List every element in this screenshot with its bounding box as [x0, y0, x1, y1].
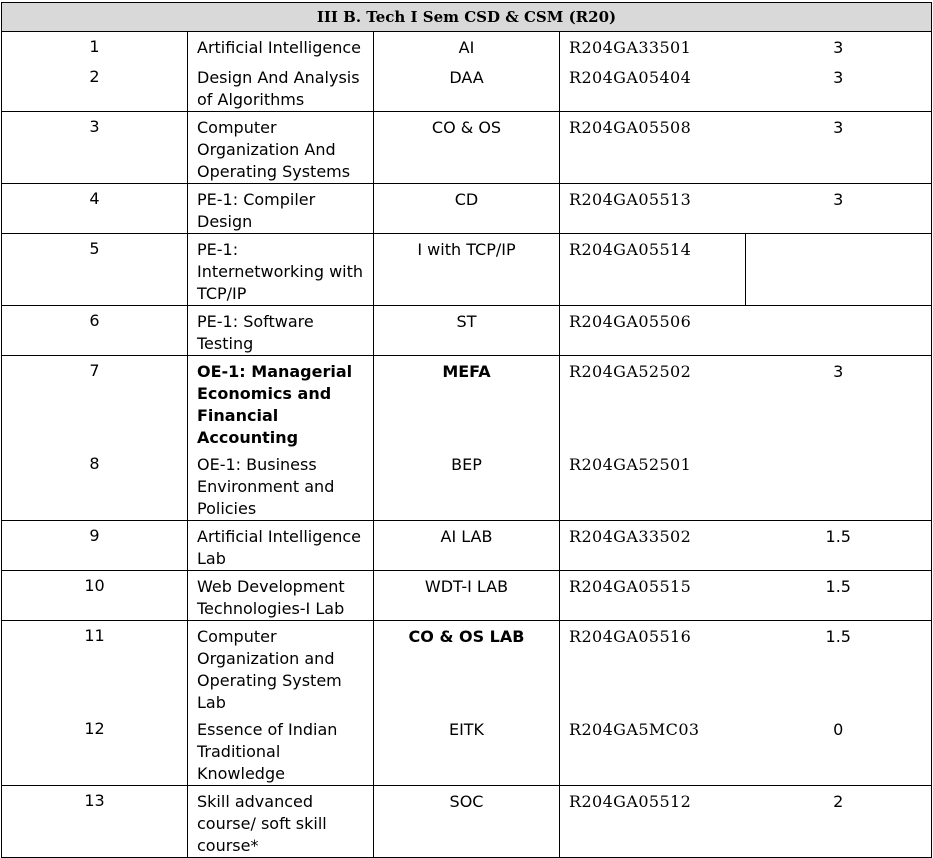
- subject-credits: 3: [745, 31, 932, 62]
- table-title: III B. Tech I Sem CSD & CSM (R20): [1, 2, 932, 32]
- row-number: 11: [1, 620, 188, 714]
- table-row: 5 PE-1: Internetworking with TCP/IP I wi…: [1, 233, 932, 306]
- subject-credits: 1.5: [745, 570, 932, 621]
- table-header-row: III B. Tech I Sem CSD & CSM (R20): [1, 2, 932, 32]
- subject-credits: 3: [745, 183, 932, 234]
- subject-abbr: SOC: [373, 785, 560, 858]
- subject-name: Skill advanced course/ soft skill course…: [187, 785, 374, 858]
- subject-name: PE-1: Internetworking with TCP/IP: [187, 233, 374, 306]
- subject-code: R204GA05513: [559, 183, 746, 234]
- subject-credits: 3: [745, 62, 932, 112]
- subject-code: R204GA05404: [569, 68, 692, 87]
- subject-name: Essence of Indian Traditional Knowledge: [187, 714, 374, 786]
- row-number: 2: [1, 62, 188, 112]
- subject-code: R204GA33501: [559, 31, 746, 62]
- subject-name: Computer Organization and Operating Syst…: [187, 620, 374, 714]
- subject-code: R204GA33502: [559, 520, 746, 571]
- row-number: 5: [1, 233, 188, 306]
- subject-code: R204GA05514: [559, 233, 746, 306]
- table-row: 12 Essence of Indian Traditional Knowled…: [1, 714, 932, 786]
- subject-abbr: AI: [373, 31, 560, 62]
- row-number: 7: [1, 355, 188, 449]
- row-number: 1: [1, 31, 188, 62]
- subject-abbr: ST: [373, 305, 560, 356]
- table-row: 6 PE-1: Software Testing ST R204GA05506: [1, 305, 932, 356]
- subject-abbr: CO & OS: [373, 111, 560, 184]
- table-row: 1 Artificial Intelligence AI R204GA33501…: [1, 31, 932, 62]
- row-number: 6: [1, 305, 188, 356]
- subject-name: OE-1: Managerial Economics and Financial…: [187, 355, 374, 449]
- subject-code: R204GA05508: [559, 111, 746, 184]
- subject-code: R204GA05516: [559, 620, 746, 714]
- subject-abbr: CO & OS LAB: [373, 620, 560, 714]
- subject-credits: 1.5: [745, 520, 932, 571]
- subject-credits: [745, 449, 932, 521]
- table-row: 13 Skill advanced course/ soft skill cou…: [1, 785, 932, 858]
- subject-name: Web Development Technologies-I Lab: [187, 570, 374, 621]
- subject-name: Artificial Intelligence: [187, 31, 374, 62]
- table-row: 2 Design And Analysis of Algorithms DAA …: [1, 62, 932, 112]
- row-number: 3: [1, 111, 188, 184]
- subject-code: R204GA05506: [559, 305, 746, 356]
- subject-name: PE-1: Compiler Design: [187, 183, 374, 234]
- subject-abbr: WDT-I LAB: [373, 570, 560, 621]
- subject-code: R204GA05512: [559, 785, 746, 858]
- subject-credits: 0: [745, 714, 932, 786]
- subject-name: Design And Analysis of Algorithms: [187, 62, 374, 112]
- table-row: 11 Computer Organization and Operating S…: [1, 620, 932, 714]
- subject-name: OE-1: Business Environment and Policies: [187, 449, 374, 521]
- subject-name: PE-1: Software Testing: [187, 305, 374, 356]
- subject-code: R204GA5MC03: [569, 720, 700, 739]
- subject-abbr: DAA: [373, 62, 560, 112]
- subject-code: R204GA52502: [559, 355, 746, 449]
- subject-credits: 2: [745, 785, 932, 858]
- subject-name: Artificial Intelligence Lab: [187, 520, 374, 571]
- subject-abbr: MEFA: [373, 355, 560, 449]
- table-row: 10 Web Development Technologies-I Lab WD…: [1, 570, 932, 621]
- subject-name: Computer Organization And Operating Syst…: [187, 111, 374, 184]
- row-number: 10: [1, 570, 188, 621]
- row-number: 8: [1, 449, 188, 521]
- row-number: 12: [1, 714, 188, 786]
- subject-abbr: CD: [373, 183, 560, 234]
- row-number: 9: [1, 520, 188, 571]
- table-row: 9 Artificial Intelligence Lab AI LAB R20…: [1, 520, 932, 571]
- subject-credits: [745, 305, 932, 356]
- subject-code: R204GA05515: [559, 570, 746, 621]
- table-row: 7 OE-1: Managerial Economics and Financi…: [1, 355, 932, 449]
- row-number: 13: [1, 785, 188, 858]
- table-row: 3 Computer Organization And Operating Sy…: [1, 111, 932, 184]
- subject-credits: 3: [745, 355, 932, 449]
- table-row: 4 PE-1: Compiler Design CD R204GA05513 3: [1, 183, 932, 234]
- subject-code: R204GA52501: [569, 455, 692, 474]
- subject-credits: 3: [745, 111, 932, 184]
- subject-abbr: BEP: [373, 449, 560, 521]
- subject-credits: 1.5: [745, 620, 932, 714]
- subject-abbr: EITK: [373, 714, 560, 786]
- subject-abbr: I with TCP/IP: [373, 233, 560, 306]
- subject-abbr: AI LAB: [373, 520, 560, 571]
- subject-credits: [745, 233, 932, 306]
- row-number: 4: [1, 183, 188, 234]
- table-row: 8 OE-1: Business Environment and Policie…: [1, 449, 932, 521]
